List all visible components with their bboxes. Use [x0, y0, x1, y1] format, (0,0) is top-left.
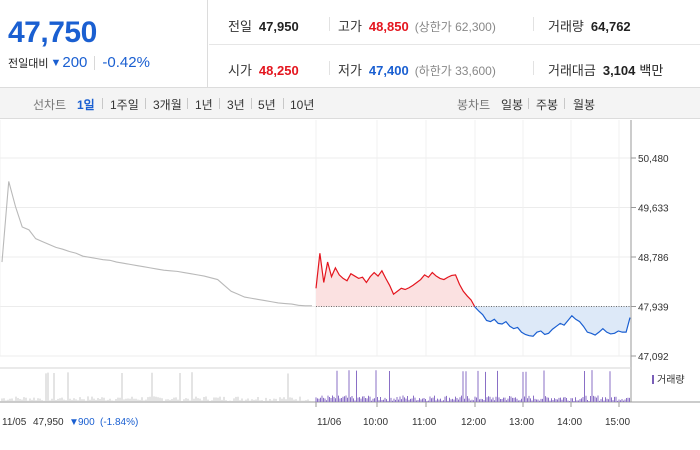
change-divider	[94, 55, 96, 70]
x-tick-label: 15:00	[605, 417, 630, 428]
stat-volume: 거래량 64,762	[548, 16, 631, 35]
change-amount: 200	[62, 54, 88, 71]
stat-value: 3,104	[602, 63, 636, 78]
toolbar-divider	[145, 98, 146, 109]
stat-divider	[533, 17, 534, 31]
toolbar-divider	[283, 98, 284, 109]
stat-prev-close: 전일 47,950	[228, 16, 299, 35]
candle-weekly-tab[interactable]: 주봉	[536, 98, 559, 112]
price-chart-svg: 50,480 49,633 48,786 47,939 47,092 11/06 10:00…	[0, 120, 700, 428]
period-3m-tab[interactable]: 3개월	[153, 98, 182, 112]
prev-day-series	[1, 181, 312, 307]
period-3y-tab[interactable]: 3년	[227, 98, 245, 112]
candle-chart-label: 봉차트	[457, 98, 491, 112]
y-tick-label: 48,786	[638, 253, 669, 264]
stat-value: 47,400	[368, 63, 409, 78]
prev-day-close: 47,950	[33, 417, 64, 428]
toolbar-divider	[251, 98, 252, 109]
stat-divider	[329, 61, 330, 75]
stat-value: 48,250	[258, 63, 299, 78]
stat-low: 저가 47,400 (하한가 33,600)	[338, 60, 496, 79]
down-line	[474, 306, 631, 337]
stat-label: 거래대금	[548, 63, 596, 78]
stat-open: 시가 48,250	[228, 60, 299, 79]
stat-label: 저가	[338, 63, 362, 78]
current-price: 47,750	[8, 16, 97, 49]
chart-axes: 50,480 49,633 48,786 47,939 47,092 11/06 10:00…	[0, 120, 700, 428]
period-1w-tab[interactable]: 1주일	[110, 98, 139, 112]
stat-label: 고가	[338, 19, 362, 34]
period-5y-tab[interactable]: 5년	[258, 98, 276, 112]
x-tick-label: 11:00	[412, 417, 437, 428]
chart-grid	[0, 120, 631, 357]
x-tick-label: 11/06	[317, 417, 342, 428]
prev-day-line	[1, 181, 312, 307]
change-label: 전일대비	[8, 57, 49, 70]
prev-day-rate: (-1.84%)	[100, 417, 138, 428]
volume-bars	[1, 370, 630, 402]
y-tick-label: 49,633	[638, 204, 669, 215]
prev-day-change: 900	[78, 417, 95, 428]
stat-value: 48,850	[368, 19, 409, 34]
down-area-fill	[474, 306, 630, 337]
stat-sub: (상한가 62,300)	[414, 20, 496, 34]
toolbar-divider	[187, 98, 188, 109]
x-tick-label: 14:00	[557, 417, 582, 428]
stat-unit: 백만	[639, 63, 664, 78]
stock-summary-header: 47,750 전일대비 ▼ 200 -0.42% 전일 47,950 고가 48…	[0, 0, 700, 88]
prev-day-down-icon: ▼	[69, 417, 79, 428]
chart-footer: 11/05 47,950 ▼ 900 (-1.84%) 거래량	[2, 374, 685, 428]
stat-label: 전일	[228, 19, 252, 34]
toolbar-divider	[219, 98, 220, 109]
change-row: 전일대비 ▼ 200 -0.42%	[8, 54, 150, 71]
candle-monthly-tab[interactable]: 월봉	[573, 98, 596, 112]
candle-daily-tab[interactable]: 일봉	[501, 98, 524, 112]
stat-label: 시가	[228, 63, 252, 78]
stat-sub: (하한가 33,600)	[414, 64, 496, 78]
down-arrow-icon: ▼	[50, 56, 62, 69]
volume-legend-label: 거래량	[657, 374, 685, 386]
y-tick-label: 50,480	[638, 154, 669, 165]
toolbar-divider	[102, 98, 103, 109]
change-rate: -0.42%	[102, 54, 150, 71]
y-tick-label: 47,092	[638, 352, 669, 363]
stat-label: 거래량	[548, 19, 584, 34]
stat-high: 고가 48,850 (상한가 62,300)	[338, 16, 496, 35]
price-box: 47,750 전일대비 ▼ 200 -0.42%	[0, 0, 208, 88]
period-1y-tab[interactable]: 1년	[195, 98, 213, 112]
period-10y-tab[interactable]: 10년	[290, 98, 315, 112]
stat-divider	[329, 17, 330, 31]
x-tick-label: 13:00	[509, 417, 534, 428]
stats-row-divider	[209, 44, 700, 45]
up-area-fill	[316, 253, 475, 307]
x-tick-label: 12:00	[461, 417, 486, 428]
chart-toolbar: 선차트 1일 1주일 3개월 1년 3년 5년 10년 봉차트 일봉 주봉 월봉	[0, 88, 700, 119]
y-tick-label: 47,939	[638, 303, 669, 314]
line-chart-label: 선차트	[33, 98, 67, 112]
volume-legend-swatch	[652, 375, 654, 384]
toolbar-divider	[528, 98, 529, 109]
period-1d-tab[interactable]: 1일	[77, 98, 95, 112]
prev-day-date: 11/05	[2, 417, 27, 428]
today-series	[315, 253, 631, 337]
price-chart[interactable]: 50,480 49,633 48,786 47,939 47,092 11/06 10:00…	[0, 120, 700, 450]
stat-value: 64,762	[590, 19, 631, 34]
stat-trade-value: 거래대금 3,104 백만	[548, 60, 663, 79]
stat-value: 47,950	[258, 19, 299, 34]
up-line	[315, 253, 476, 307]
stat-divider	[533, 61, 534, 75]
x-tick-label: 10:00	[363, 417, 388, 428]
toolbar-divider	[564, 98, 565, 109]
